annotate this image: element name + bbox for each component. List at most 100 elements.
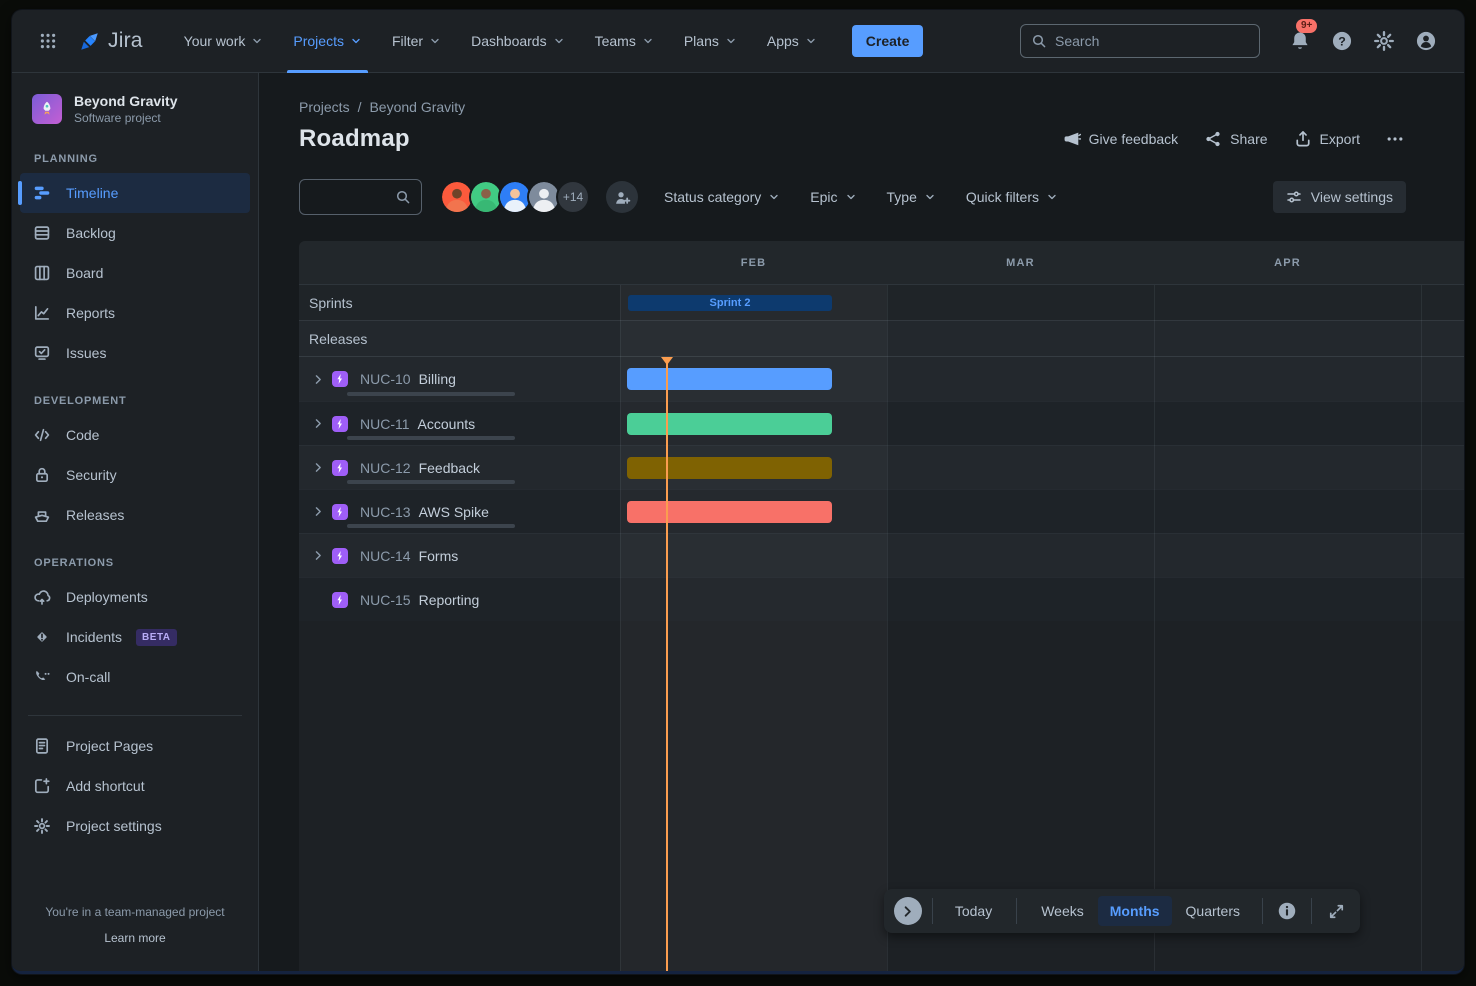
security-icon [32,465,52,485]
zoom-quarters-button[interactable]: Quarters [1174,896,1252,926]
sidebar-item-add-shortcut[interactable]: Add shortcut [20,766,250,806]
sidebar-item-security[interactable]: Security [20,455,250,495]
nav-item-dashboards[interactable]: Dashboards [461,10,575,73]
expand-epic-chevron-icon[interactable] [309,503,327,521]
zoom-weeks-button[interactable]: Weeks [1029,896,1096,926]
dropdown-epic[interactable]: Epic [800,181,866,213]
sidebar-item-board[interactable]: Board [20,253,250,293]
dropdown-type[interactable]: Type [877,181,946,213]
sidebar-footer: You're in a team-managed project Learn m… [20,895,250,961]
sidebar-item-releases[interactable]: Releases [20,495,250,535]
epic-row-nuc-14[interactable]: NUC-14 Forms [299,533,1464,577]
epic-row-nuc-13[interactable]: NUC-13 AWS Spike [299,489,1464,533]
nav-item-teams[interactable]: Teams [585,10,664,73]
sidebar-item-issues[interactable]: Issues [20,333,250,373]
global-search-input[interactable] [1055,33,1225,49]
breadcrumb-separator: / [357,99,362,115]
epic-progress-bar [347,480,515,484]
dropdown-status-category[interactable]: Status category [654,181,790,213]
nav-item-apps[interactable]: Apps [757,10,827,73]
code-icon [32,425,52,445]
page-title: Roadmap [299,125,410,152]
oncall-icon [32,667,52,687]
epic-bar-nuc-10[interactable] [627,368,832,390]
releases-icon [32,505,52,525]
sidebar-item-code[interactable]: Code [20,415,250,455]
bell-icon [1289,30,1311,52]
global-search[interactable] [1020,24,1260,58]
epic-bar-nuc-13[interactable] [627,501,832,523]
expand-epic-chevron-icon[interactable] [309,459,327,477]
settings-icon [32,816,52,836]
user-avatar-4[interactable] [527,180,561,214]
help-button[interactable]: ? [1326,25,1358,57]
epic-bar-nuc-12[interactable] [627,457,832,479]
epic-row-nuc-10[interactable]: NUC-10 Billing [299,357,1464,401]
nav-item-your-work[interactable]: Your work [174,10,274,73]
dropdown-quick-filters[interactable]: Quick filters [956,181,1068,213]
epic-bar-nuc-11[interactable] [627,413,832,435]
sliders-icon [1286,189,1302,205]
sidebar-item-project-pages[interactable]: Project Pages [20,726,250,766]
sprint-bar[interactable]: Sprint 2 [628,295,832,311]
scroll-right-button[interactable] [893,897,922,925]
sidebar-item-project-settings[interactable]: Project settings [20,806,250,846]
expand-epic-chevron-icon[interactable] [309,415,327,433]
main-content: Projects / Beyond Gravity Roadmap Give f… [259,73,1464,971]
app-switcher-icon[interactable] [32,25,64,57]
epic-name: Billing [418,371,456,387]
breadcrumb-project[interactable]: Beyond Gravity [369,99,466,115]
add-people-button[interactable] [606,181,638,213]
jira-logo[interactable]: Jira [78,29,143,53]
sidebar-item-on-call[interactable]: On-call [20,657,250,697]
releases-lane: Releases [299,321,1464,357]
avatar-stack: +14 [440,180,590,214]
zoom-today-button[interactable]: Today [943,896,1004,926]
project-type: Software project [74,111,161,125]
timeline-search[interactable] [299,179,422,215]
epic-key: NUC-10 [360,371,411,387]
sidebar-item-reports[interactable]: Reports [20,293,250,333]
user-avatar-1[interactable] [440,180,474,214]
epic-track [620,578,1464,621]
timeline-search-input[interactable] [310,189,390,205]
more-actions-button[interactable] [1386,130,1404,148]
timeline-icon [32,183,52,203]
epic-key: NUC-13 [360,503,411,520]
sidebar-item-deployments[interactable]: Deployments [20,577,250,617]
help-icon: ? [1331,30,1353,52]
expand-epic-chevron-icon[interactable] [309,547,327,565]
timeline-info-button[interactable] [1273,897,1301,925]
sidebar-item-incidents[interactable]: Incidents BETA [20,617,250,657]
learn-more-link[interactable]: Learn more [104,931,166,945]
nav-item-filter[interactable]: Filter [382,10,451,73]
timeline-header-corner [299,241,620,284]
create-button[interactable]: Create [851,25,924,57]
epic-icon [332,547,348,564]
sidebar-item-backlog[interactable]: Backlog [20,213,250,253]
export-icon [1294,130,1312,148]
epic-name: Feedback [418,459,481,476]
epic-row-nuc-12[interactable]: NUC-12 Feedback [299,445,1464,489]
epic-icon [332,591,348,608]
settings-button[interactable] [1368,25,1400,57]
nav-item-plans[interactable]: Plans [674,10,747,73]
expand-epic-chevron-icon[interactable] [309,370,327,388]
fullscreen-button[interactable] [1322,897,1350,925]
sidebar-item-timeline[interactable]: Timeline [18,173,250,213]
notifications-button[interactable]: 9+ [1284,19,1318,57]
epic-row-nuc-15[interactable]: NUC-15 Reporting [299,577,1464,621]
nav-item-projects[interactable]: Projects [283,10,372,73]
give-feedback-button[interactable]: Give feedback [1063,130,1178,148]
export-button[interactable]: Export [1294,130,1360,148]
zoom-months-button[interactable]: Months [1097,896,1172,926]
share-button[interactable]: Share [1204,130,1268,148]
user-avatar-2[interactable] [469,180,503,214]
view-settings-button[interactable]: View settings [1272,181,1406,213]
avatar-overflow-count[interactable]: +14 [556,180,590,214]
epic-row-nuc-11[interactable]: NUC-11 Accounts [299,401,1464,445]
profile-button[interactable] [1410,25,1442,57]
project-header[interactable]: Beyond Gravity Software project [20,93,250,131]
breadcrumb-projects[interactable]: Projects [299,99,350,115]
user-avatar-3[interactable] [498,180,532,214]
